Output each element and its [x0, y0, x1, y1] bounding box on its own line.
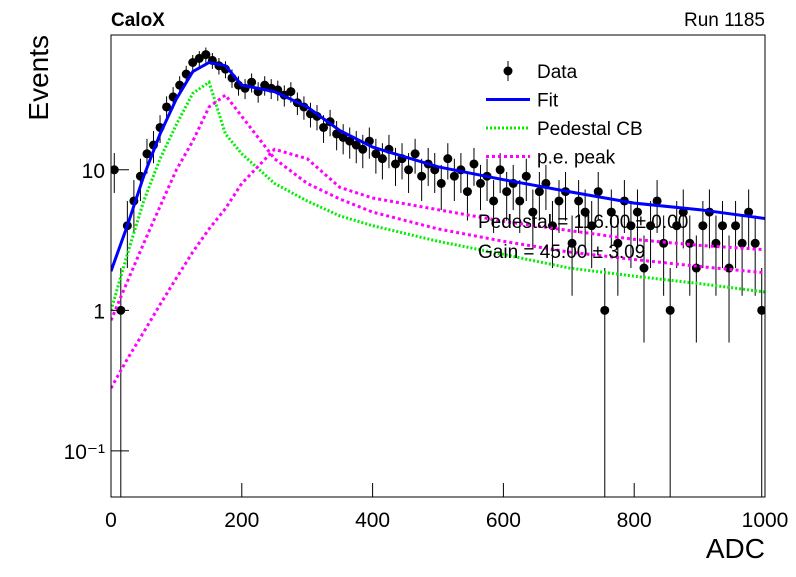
data-point	[319, 122, 329, 132]
data-point	[358, 144, 368, 154]
data-point	[698, 221, 708, 231]
data-point	[580, 207, 590, 217]
data-point	[338, 132, 348, 142]
x-tick-label: 400	[355, 509, 390, 532]
y-tick-label: 10⁻¹	[64, 441, 105, 464]
data-point	[351, 140, 361, 150]
data-point	[672, 221, 682, 231]
data-point	[201, 50, 211, 60]
data-point	[462, 187, 472, 197]
data-point	[757, 305, 765, 315]
data-point	[639, 263, 649, 273]
x-axis-title: ADC	[706, 533, 765, 564]
data-point	[652, 196, 662, 206]
data-point	[744, 207, 754, 217]
data-point	[371, 149, 381, 159]
data-point	[345, 136, 355, 146]
data-point	[554, 196, 564, 206]
data-point	[737, 238, 747, 248]
data-point	[390, 159, 400, 169]
fit-curve	[111, 147, 765, 389]
x-tick-label: 0	[105, 509, 117, 532]
data-point	[377, 154, 387, 164]
data-point	[587, 221, 597, 231]
data-point	[534, 187, 544, 197]
data-point	[476, 178, 486, 188]
data-point	[613, 238, 623, 248]
legend-marker	[503, 66, 513, 76]
data-point	[750, 238, 760, 248]
data-point	[528, 207, 538, 217]
data-point	[404, 165, 414, 175]
data-point	[717, 221, 727, 231]
x-tick-label: 800	[617, 509, 652, 532]
data-point	[469, 159, 479, 169]
data-point	[515, 196, 525, 206]
data-point	[593, 187, 603, 197]
chart-title: CaloX	[111, 10, 165, 31]
data-point	[443, 154, 453, 164]
data-point	[502, 187, 512, 197]
data-point	[142, 149, 152, 159]
y-tick-label: 1	[93, 300, 105, 323]
data-point	[162, 102, 172, 112]
data-point	[632, 207, 642, 217]
x-tick-label: 200	[224, 509, 259, 532]
data-point	[600, 305, 610, 315]
y-tick-label: 10	[82, 160, 105, 183]
data-point	[247, 77, 257, 87]
data-point	[495, 165, 505, 175]
legend-label: Fit	[537, 91, 559, 112]
data-point	[574, 196, 584, 206]
data-point	[417, 171, 427, 181]
data-point	[410, 149, 420, 159]
legend-label: Data	[537, 62, 578, 83]
annotation: Gain = 45.00 ± 3.09	[478, 242, 645, 263]
data-point	[521, 171, 531, 181]
data-point	[665, 305, 675, 315]
fit-curve	[111, 93, 765, 321]
annotation: Pedestal = 116.00 ± 0.00	[478, 212, 688, 233]
data-point	[606, 207, 616, 217]
fit-curve	[111, 79, 765, 311]
data-point	[489, 196, 499, 206]
plot-area	[111, 47, 765, 497]
legend: Data Fit Pedestal CB p.e. peak	[486, 61, 643, 169]
data-point	[194, 53, 204, 63]
x-tick-label: 600	[486, 509, 521, 532]
y-axis-title: Events	[23, 35, 54, 121]
data-point	[188, 57, 198, 67]
data-point	[646, 221, 656, 231]
data-point	[731, 221, 741, 231]
data-point	[678, 207, 688, 217]
fit-curve	[111, 60, 765, 272]
data-point	[436, 178, 446, 188]
chart-subtitle: Run 1185	[684, 10, 765, 31]
axes: 0 200 400 600 800 1000 10⁻¹ 1 10	[64, 160, 789, 532]
frame	[110, 34, 766, 498]
data-point	[626, 221, 636, 231]
legend-label: Pedestal CB	[537, 119, 643, 140]
data-point	[567, 238, 577, 248]
data-point	[286, 87, 296, 97]
x-tick-label: 1000	[742, 509, 789, 532]
data-point	[449, 171, 459, 181]
legend-label: p.e. peak	[537, 148, 616, 169]
